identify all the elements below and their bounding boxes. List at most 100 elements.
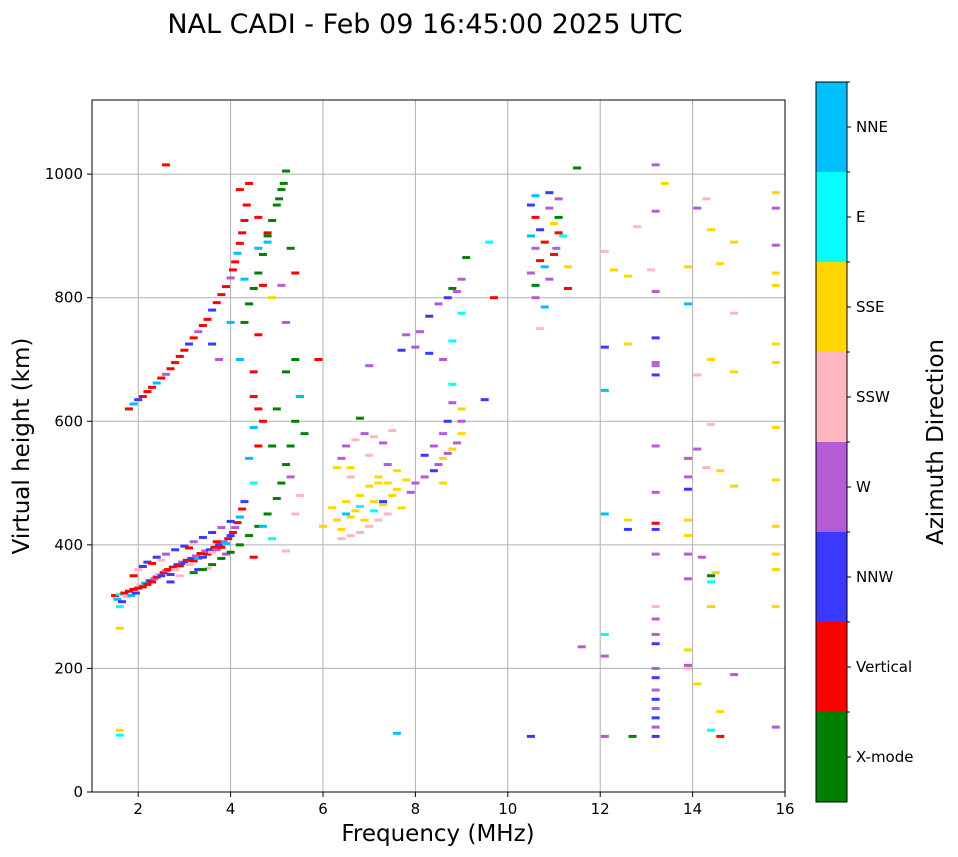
colorbar-segment (816, 712, 847, 802)
echo-point (388, 493, 397, 497)
echo-point (189, 336, 198, 340)
echo-point (545, 277, 554, 281)
echo-point (134, 568, 143, 572)
echo-point (272, 407, 281, 411)
echo-point (228, 531, 237, 534)
echo-point (161, 372, 170, 376)
echo-point (258, 283, 267, 287)
echo-point (531, 246, 540, 250)
echo-point (771, 243, 780, 247)
echo-point (443, 419, 452, 423)
echo-point (647, 268, 656, 272)
echo-point (113, 597, 122, 601)
echo-point (238, 231, 247, 235)
echo-point (693, 206, 702, 210)
echo-point (161, 163, 170, 167)
colorbar-label: NNE (856, 118, 888, 136)
echo-point (148, 385, 157, 389)
echo-point (683, 475, 692, 479)
echo-point (124, 589, 133, 593)
echo-point (245, 181, 254, 185)
echo-point (545, 191, 554, 195)
echo-point (233, 521, 242, 525)
echo-point (660, 181, 669, 185)
echo-point (138, 585, 147, 589)
echo-point (457, 407, 466, 411)
echo-point (462, 256, 471, 260)
echo-point (235, 241, 244, 245)
y-tick-label: 1000 (45, 165, 83, 183)
echo-point (152, 381, 161, 385)
echo-point (716, 734, 725, 738)
echo-point (208, 308, 217, 312)
echo-point (651, 364, 660, 368)
echo-point (651, 605, 660, 609)
echo-point (275, 197, 284, 201)
chart-title: NAL CADI - Feb 09 16:45:00 2025 UTC (167, 9, 682, 40)
echo-point (235, 515, 244, 519)
echo-point (152, 575, 161, 579)
echo-point (122, 595, 131, 599)
echo-point (651, 688, 660, 692)
echo-point (771, 524, 780, 528)
echo-point (600, 249, 609, 253)
echo-point (249, 481, 258, 485)
echo-point (164, 568, 173, 572)
colorbar-label: SSW (856, 388, 890, 406)
x-tick-label: 10 (498, 800, 517, 818)
echo-point (355, 416, 364, 420)
echo-point (448, 339, 457, 343)
echo-point (314, 358, 323, 361)
echo-point (563, 265, 572, 269)
echo-point (120, 591, 129, 595)
echo-point (291, 512, 300, 516)
colorbar-segment (816, 442, 847, 532)
echo-point (651, 163, 660, 167)
echo-point (771, 283, 780, 287)
echo-point (540, 305, 549, 309)
echo-point (263, 240, 272, 244)
echo-point (254, 215, 263, 219)
echo-point (439, 358, 448, 361)
echo-point (600, 734, 609, 738)
echo-point (526, 234, 535, 238)
echo-point (536, 259, 545, 263)
echo-point (420, 475, 429, 479)
echo-point (208, 531, 217, 534)
series-group (111, 500, 249, 609)
echo-point (175, 564, 184, 568)
echo-point (697, 555, 706, 559)
colorbar-segment (816, 262, 847, 352)
echo-point (115, 626, 124, 630)
echo-point (420, 453, 429, 457)
echo-point (249, 395, 258, 399)
echo-point (683, 456, 692, 460)
echo-point (194, 330, 203, 334)
echo-point (124, 407, 133, 411)
echo-point (355, 505, 364, 509)
echo-point (342, 444, 351, 448)
echo-point (291, 419, 300, 423)
echo-point (411, 481, 420, 485)
echo-point (600, 512, 609, 516)
echo-point (175, 354, 184, 358)
echo-point (707, 358, 716, 361)
echo-point (730, 370, 739, 374)
y-tick-label: 200 (54, 659, 83, 677)
echo-point (286, 246, 295, 250)
echo-point (383, 481, 392, 485)
x-tick-label: 4 (226, 800, 236, 818)
echo-point (212, 540, 221, 544)
echo-point (457, 419, 466, 423)
echo-point (406, 490, 415, 494)
echo-point (277, 188, 286, 192)
echo-point (201, 549, 210, 553)
echo-point (771, 191, 780, 195)
y-tick-label: 0 (73, 783, 83, 801)
echo-point (131, 591, 140, 595)
echo-point (263, 512, 272, 516)
y-axis-ticks: 0 200 400 600 800 1000 (45, 165, 92, 801)
echo-point (531, 194, 540, 198)
echo-point (651, 521, 660, 525)
echo-point (771, 271, 780, 275)
